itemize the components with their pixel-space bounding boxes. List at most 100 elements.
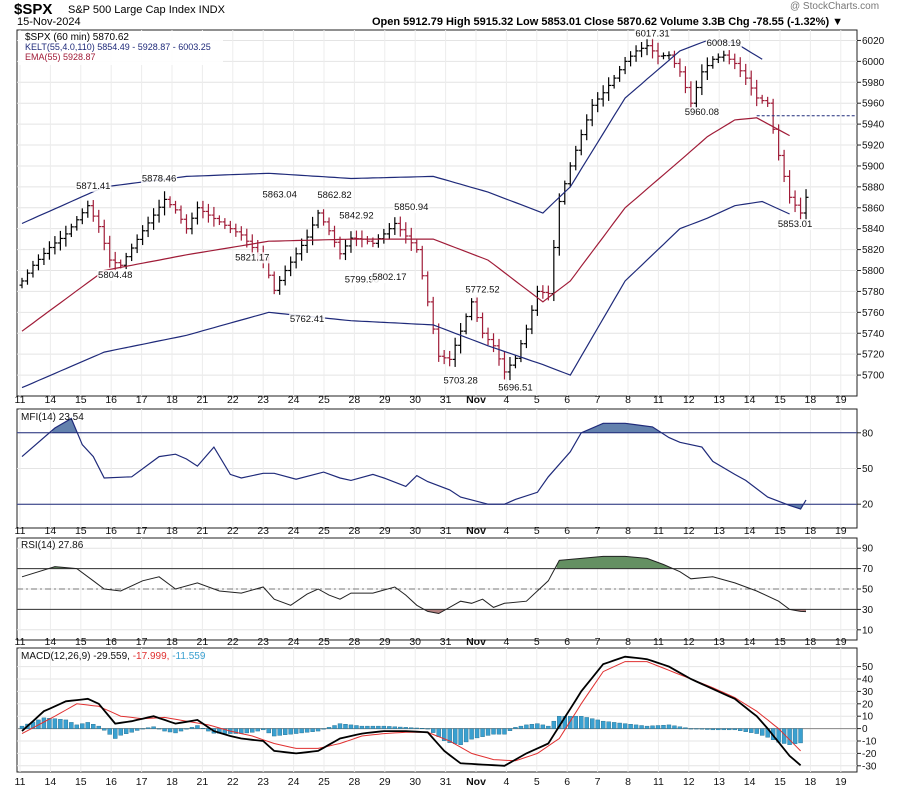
macd-histogram-bar (540, 724, 546, 729)
x-tick-label: 11 (15, 636, 26, 648)
x-tick-label: 19 (835, 394, 847, 406)
macd-histogram-bar (162, 728, 167, 732)
price-bar (474, 297, 480, 322)
macd-tick-label: 30 (862, 687, 874, 698)
macd-histogram-bar (661, 724, 666, 729)
price-annotation: 5762.41 (290, 314, 324, 325)
x-tick-label: 23 (257, 776, 269, 788)
macd-histogram-bar (140, 728, 145, 730)
price-tick-label: 5880 (862, 182, 885, 193)
price-tick-label: 5700 (862, 371, 885, 382)
price-bar (46, 241, 52, 260)
macd-histogram-bar (463, 728, 469, 743)
price-annotation-bg (777, 219, 814, 231)
x-tick-label: 11 (653, 525, 664, 537)
x-tick-label: 4 (503, 636, 509, 648)
price-annotation: 5802.17 (372, 272, 406, 283)
price-bar (35, 254, 41, 271)
price-bar (452, 337, 458, 367)
macd-histogram-bar (409, 727, 414, 729)
price-bar (441, 349, 447, 365)
macd-histogram-bar (63, 719, 69, 729)
macd-histogram-bar (655, 725, 661, 729)
price-annotation: 5863.04 (263, 190, 297, 201)
price-bar (414, 239, 420, 253)
price-bar (107, 235, 113, 268)
price-bar (129, 243, 135, 262)
macd-frame (16, 647, 858, 773)
macd-histogram-bar (474, 728, 480, 739)
macd-histogram-bar (633, 724, 639, 729)
macd-histogram-bar (677, 726, 683, 729)
rsi-oversold-fill (424, 609, 445, 614)
macd-histogram-bar (716, 728, 721, 731)
macd-histogram-bar (387, 726, 392, 729)
macd-histogram-bar (354, 725, 359, 729)
price-bar (419, 245, 425, 280)
price-bar (480, 312, 486, 339)
price-frame (16, 29, 858, 397)
macd-histogram-bar (710, 728, 716, 731)
macd-histogram-bar (381, 725, 387, 729)
macd-histogram-bar (282, 728, 288, 735)
x-tick-label: 28 (349, 525, 361, 537)
price-annotation: 5842.92 (339, 211, 373, 222)
x-tick-label: 21 (197, 636, 209, 648)
x-tick-label: 18 (805, 636, 817, 648)
macd-histogram-bar (129, 728, 134, 733)
price-bar (606, 77, 612, 101)
x-tick-label: 6 (564, 636, 570, 648)
price-tick-label: 5960 (862, 99, 885, 110)
macd-histogram-bar (458, 728, 463, 745)
macd-histogram-bar (469, 728, 474, 740)
mfi-tick-label: 20 (862, 500, 874, 511)
x-tick-label: 15 (774, 525, 786, 537)
macd-legend-hist: -11.559 (172, 651, 206, 662)
macd-histogram-bar (694, 728, 699, 730)
x-tick-label: 5 (534, 776, 540, 788)
macd-histogram-bar (272, 728, 277, 737)
price-bar (589, 99, 595, 127)
price-bar (798, 197, 804, 221)
macd-histogram-bar (502, 728, 507, 735)
macd-histogram-bar (535, 723, 540, 729)
x-tick-label: 18 (166, 636, 178, 648)
price-bar (304, 229, 310, 253)
price-bar (189, 212, 195, 235)
price-bar (238, 226, 244, 241)
rsi-line (21, 555, 807, 615)
macd-histogram-bar (650, 725, 655, 729)
price-bar (688, 81, 694, 110)
macd-histogram-bar (343, 724, 348, 729)
price-bar (622, 56, 628, 75)
macd-histogram-bar (644, 725, 650, 729)
macd-histogram-bar (699, 728, 705, 730)
macd-tick-label: 40 (862, 675, 874, 686)
macd-histogram-bar (496, 728, 502, 735)
macd-histogram-bar (529, 724, 535, 729)
price-bar (458, 323, 464, 354)
x-tick-label: 12 (683, 394, 695, 406)
macd-histogram-bar (107, 728, 112, 735)
x-tick-label: 4 (503, 525, 509, 537)
price-bar (447, 350, 453, 367)
price-annotation-bg (261, 189, 298, 201)
macd-histogram-bar (491, 728, 496, 735)
macd-histogram-bar (600, 720, 606, 729)
x-tick-label: 6 (564, 394, 570, 406)
macd-histogram-bar (639, 725, 644, 729)
macd-histogram-bar (513, 727, 518, 729)
ticker-symbol: $SPX (14, 1, 53, 18)
x-tick-label: 25 (318, 776, 330, 788)
macd-histogram-bar (233, 728, 239, 734)
price-bar (584, 114, 590, 141)
x-tick-label: 31 (440, 776, 452, 788)
x-tick-label: 29 (379, 525, 391, 537)
x-tick-label: 13 (713, 636, 725, 648)
price-annotation: 5772.52 (465, 284, 499, 295)
x-tick-label: 8 (625, 776, 631, 788)
macd-histogram-bar (365, 725, 370, 729)
x-tick-label: 15 (774, 394, 786, 406)
price-bar (90, 200, 96, 222)
